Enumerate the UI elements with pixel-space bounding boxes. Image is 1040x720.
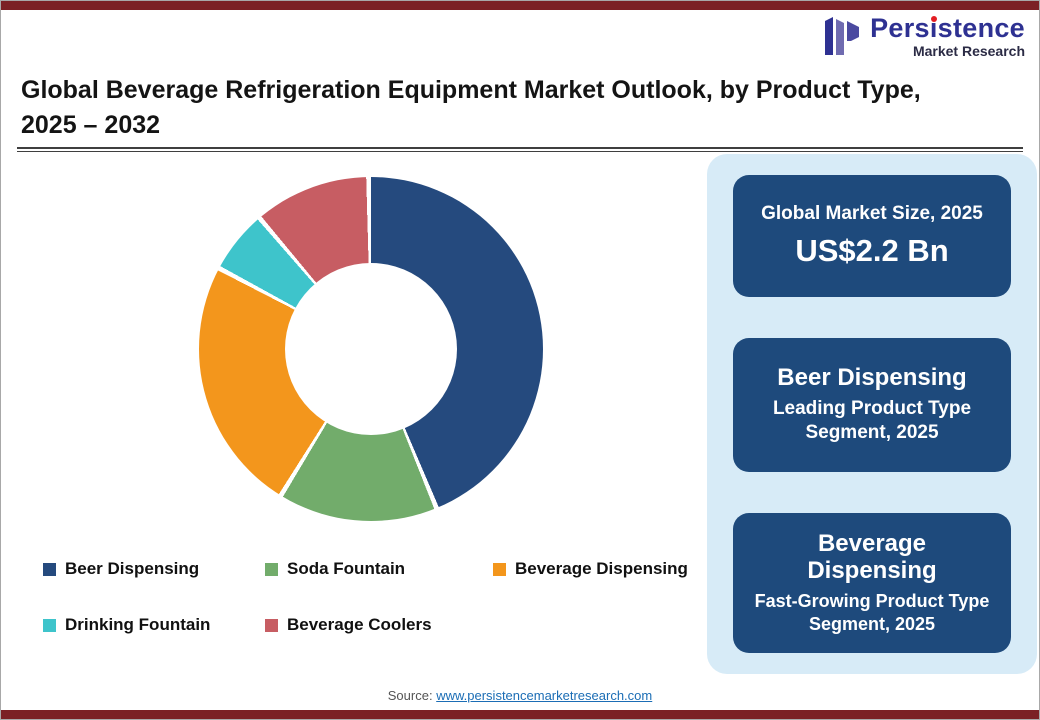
kpi-market-size-label: Global Market Size, 2025 — [761, 203, 983, 224]
kpi-fast-growing-segment-title: Beverage Dispensing — [807, 529, 937, 585]
source-line: Source: www.persistencemarketresearch.co… — [1, 688, 1039, 703]
legend-label: Drinking Fountain — [65, 615, 211, 634]
legend-label: Soda Fountain — [287, 559, 406, 578]
legend-swatch — [265, 562, 278, 576]
kpi-leading-segment-title: Beer Dispensing — [777, 364, 967, 392]
highlights-panel: Global Market Size, 2025 US$2.2 Bn Beer … — [707, 154, 1037, 674]
logo-name: Persistence — [870, 15, 1025, 42]
logo-name-text: Persistence — [870, 13, 1025, 43]
page-title: Global Beverage Refrigeration Equipment … — [21, 76, 921, 139]
legend-label: Beer Dispensing — [65, 559, 200, 578]
legend-swatch — [43, 562, 56, 576]
bottom-accent-bar — [1, 710, 1039, 719]
legend-swatch — [43, 618, 56, 632]
company-logo: Persistence Market Research — [821, 15, 1025, 58]
source-label: Source: — [387, 688, 433, 703]
legend-item-beverage-dispensing: Beverage Dispensing — [493, 559, 708, 579]
source-link[interactable]: www.persistencemarketresearch.com — [436, 688, 653, 703]
logo-i-dot-accent — [931, 16, 938, 22]
legend-label: Beverage Coolers — [287, 615, 432, 634]
legend-item-beverage-coolers: Beverage Coolers — [265, 615, 493, 635]
legend-item-drinking-fountain: Drinking Fountain — [43, 615, 265, 635]
kpi-fast-growing-segment: Beverage Dispensing Fast-Growing Product… — [733, 513, 1011, 653]
pmr-logo-mark-icon — [825, 17, 860, 55]
legend-swatch — [493, 562, 506, 576]
legend-swatch — [265, 618, 278, 632]
legend-item-soda-fountain: Soda Fountain — [265, 559, 493, 579]
title-divider — [17, 147, 1023, 152]
donut-chart-area — [199, 177, 543, 521]
logo-subtitle: Market Research — [912, 43, 1025, 59]
kpi-market-size: Global Market Size, 2025 US$2.2 Bn — [733, 175, 1011, 297]
donut-hole — [285, 263, 457, 435]
kpi-fast-growing-segment-sub: Fast-Growing Product Type Segment, 2025 — [754, 590, 990, 635]
top-accent-bar — [1, 1, 1039, 10]
kpi-leading-segment: Beer Dispensing Leading Product Type Seg… — [733, 338, 1011, 472]
kpi-market-size-value: US$2.2 Bn — [795, 233, 949, 268]
kpi-leading-segment-sub: Leading Product Type Segment, 2025 — [772, 397, 972, 444]
logo-text: Persistence Market Research — [870, 15, 1025, 59]
legend-label: Beverage Dispensing — [515, 559, 688, 578]
legend-item-beer-dispensing: Beer Dispensing — [43, 559, 265, 579]
chart-legend: Beer Dispensing Soda Fountain Beverage D… — [43, 559, 708, 635]
